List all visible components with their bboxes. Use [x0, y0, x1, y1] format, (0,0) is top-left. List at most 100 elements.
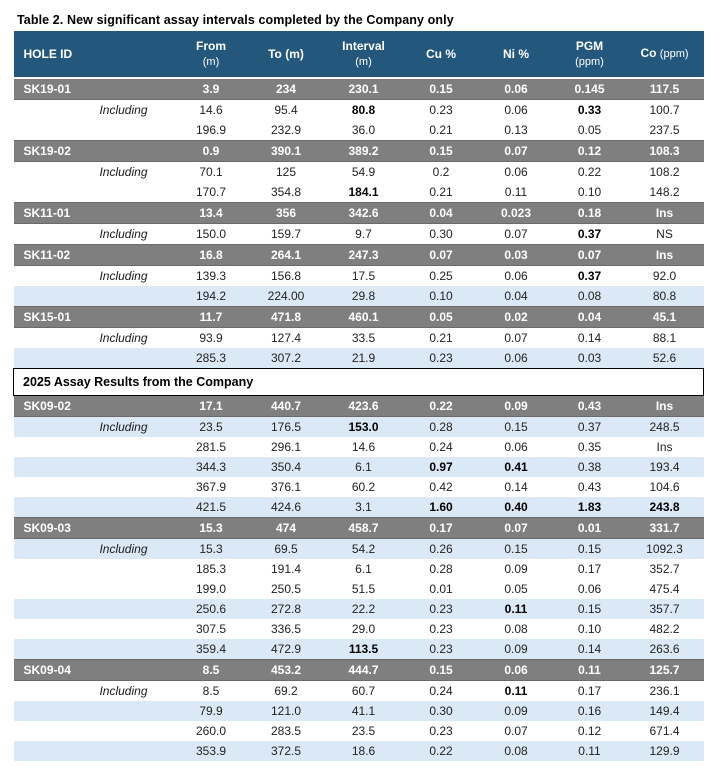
value-cell-pgm: 0.16	[553, 701, 626, 721]
row-label-cell	[13, 457, 174, 477]
value-cell-co: 357.7	[625, 599, 704, 619]
value-cell-from: 199.0	[173, 579, 249, 599]
value-cell-ni: 0.11	[478, 182, 554, 203]
value-cell-co: Ins	[625, 437, 704, 457]
value-cell-cu: 0.25	[403, 265, 479, 286]
value-cell-pgm: 0.14	[553, 639, 626, 660]
value-cell-from: 23.5	[173, 416, 249, 437]
value-cell-co: Ins	[625, 244, 704, 266]
value-cell-cu: 0.42	[403, 477, 479, 497]
value-cell-pgm: 0.04	[553, 306, 626, 328]
value-cell-ni: 0.06	[478, 348, 554, 369]
value-cell-co: Ins	[625, 202, 704, 224]
detail-row: 307.5 336.5 29.0 0.23 0.08 0.10 482.2	[13, 619, 704, 639]
col-header-sub-pgm: (ppm)	[575, 55, 604, 68]
value-cell-from: 170.7	[173, 182, 249, 203]
value-cell-interval: 54.9	[323, 161, 404, 182]
value-cell-ni: 0.06	[478, 659, 554, 681]
hole-id-cell: SK11-02	[13, 244, 174, 266]
value-cell-ni: 0.07	[478, 721, 554, 741]
value-cell-cu: 0.01	[403, 579, 479, 599]
detail-row: Including 150.0 159.7 9.7 0.30 0.07 0.37 NS	[13, 223, 704, 245]
value-cell-ni: 0.41	[478, 457, 554, 477]
value-cell-interval: 60.7	[323, 680, 404, 701]
value-cell-ni: 0.09	[478, 701, 554, 721]
value-cell-cu: 0.24	[403, 437, 479, 457]
detail-row: Including 93.9 127.4 33.5 0.21 0.07 0.14 88.1	[13, 327, 704, 348]
value-cell-from: 194.2	[173, 286, 249, 307]
value-cell-interval: 3.1	[323, 497, 404, 518]
row-label-cell	[13, 497, 174, 518]
detail-row: Including 14.6 95.4 80.8 0.23 0.06 0.33 100.7	[13, 99, 704, 120]
value-cell-interval: 247.3	[323, 244, 404, 266]
detail-row: 359.4 472.9 113.5 0.23 0.09 0.14 263.6	[13, 639, 704, 660]
value-cell-from: 16.8	[173, 244, 249, 266]
value-cell-to: 471.8	[248, 306, 324, 328]
value-cell-co: 149.4	[625, 701, 704, 721]
value-cell-to: 472.9	[248, 639, 324, 660]
value-cell-ni: 0.08	[478, 619, 554, 639]
row-label-cell	[13, 120, 174, 141]
value-cell-cu: 0.04	[403, 202, 479, 224]
detail-row: 421.5 424.6 3.1 1.60 0.40 1.83 243.8	[13, 497, 704, 518]
hole-row: SK09-04 8.5 453.2 444.7 0.15 0.06 0.11 125.7	[13, 659, 704, 681]
row-label-cell	[13, 721, 174, 741]
value-cell-from: 353.9	[173, 741, 249, 761]
value-cell-cu: 0.30	[403, 223, 479, 245]
value-cell-pgm: 0.03	[553, 348, 626, 369]
value-cell-cu: 1.60	[403, 497, 479, 518]
value-cell-interval: 80.8	[323, 99, 404, 120]
value-cell-cu: 0.10	[403, 286, 479, 307]
value-cell-from: 150.0	[173, 223, 249, 245]
value-cell-cu: 0.21	[403, 182, 479, 203]
value-cell-interval: 33.5	[323, 327, 404, 348]
row-label-cell: Including	[13, 327, 174, 348]
detail-row: Including 70.1 125 54.9 0.2 0.06 0.22 108.2	[13, 161, 704, 182]
value-cell-ni: 0.05	[478, 579, 554, 599]
value-cell-interval: 389.2	[323, 140, 404, 162]
row-label-cell	[13, 619, 174, 639]
value-cell-ni: 0.07	[478, 327, 554, 348]
value-cell-from: 0.9	[173, 140, 249, 162]
col-header-sub-from: (m)	[202, 55, 220, 68]
value-cell-co: 243.8	[625, 497, 704, 518]
value-cell-co: 92.0	[625, 265, 704, 286]
value-cell-pgm: 0.05	[553, 120, 626, 141]
value-cell-from: 79.9	[173, 701, 249, 721]
value-cell-interval: 230.1	[323, 77, 404, 100]
row-label-cell	[13, 701, 174, 721]
value-cell-interval: 423.6	[323, 395, 404, 417]
value-cell-from: 260.0	[173, 721, 249, 741]
value-cell-cu: 0.30	[403, 701, 479, 721]
table-title: Table 2. New significant assay intervals…	[17, 13, 454, 27]
value-cell-to: 390.1	[248, 140, 324, 162]
value-cell-ni: 0.07	[478, 223, 554, 245]
value-cell-pgm: 0.15	[553, 538, 626, 559]
value-cell-interval: 14.6	[323, 437, 404, 457]
value-cell-ni: 0.11	[478, 599, 554, 619]
value-cell-to: 121.0	[248, 701, 324, 721]
value-cell-from: 359.4	[173, 639, 249, 660]
value-cell-cu: 0.23	[403, 99, 479, 120]
value-cell-pgm: 0.145	[553, 77, 626, 100]
hole-id-cell: SK19-01	[13, 77, 174, 100]
value-cell-pgm: 0.15	[553, 599, 626, 619]
value-cell-from: 185.3	[173, 559, 249, 579]
value-cell-co: 80.8	[625, 286, 704, 307]
value-cell-to: 156.8	[248, 265, 324, 286]
value-cell-pgm: 0.12	[553, 721, 626, 741]
value-cell-co: 148.2	[625, 182, 704, 203]
value-cell-from: 250.6	[173, 599, 249, 619]
value-cell-to: 296.1	[248, 437, 324, 457]
header-row: HOLE ID From (m) To (m) Interval (m) Cu % Ni % P…	[13, 31, 704, 79]
value-cell-cu: 0.28	[403, 559, 479, 579]
value-cell-to: 159.7	[248, 223, 324, 245]
value-cell-co: Ins	[625, 395, 704, 417]
value-cell-cu: 0.23	[403, 599, 479, 619]
detail-row: 196.9 232.9 36.0 0.21 0.13 0.05 237.5	[13, 120, 704, 141]
including-label: Including	[99, 227, 148, 241]
value-cell-from: 285.3	[173, 348, 249, 369]
value-cell-from: 196.9	[173, 120, 249, 141]
detail-row: 185.3 191.4 6.1 0.28 0.09 0.17 352.7	[13, 559, 704, 579]
hole-row: SK19-02 0.9 390.1 389.2 0.15 0.07 0.12 108.3	[13, 140, 704, 162]
